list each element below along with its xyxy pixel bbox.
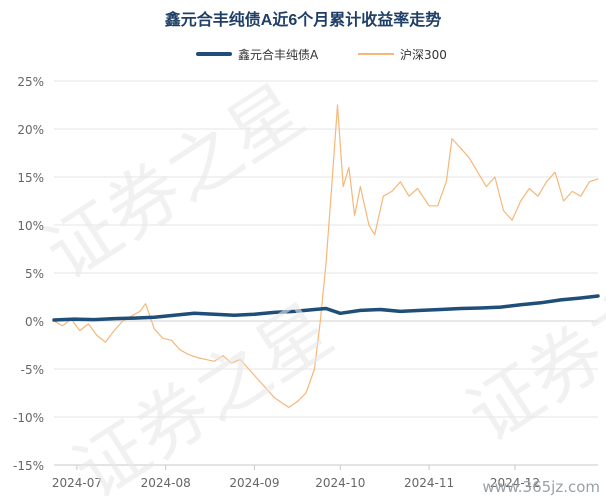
legend-label-fund: 鑫元合丰纯债A bbox=[238, 47, 319, 62]
y-tick-label: -10% bbox=[13, 411, 44, 425]
x-tick-label: 2024-09 bbox=[229, 476, 279, 490]
y-tick-label: 10% bbox=[17, 219, 44, 233]
y-tick-label: 0% bbox=[25, 315, 44, 329]
x-tick-label: 2024-11 bbox=[404, 476, 454, 490]
legend-swatch-fund bbox=[196, 52, 232, 56]
legend-label-hs300: 沪深300 bbox=[400, 47, 447, 62]
y-tick-label: 5% bbox=[25, 267, 44, 281]
x-tick-label: 2024-07 bbox=[52, 476, 102, 490]
y-tick-label: 15% bbox=[17, 171, 44, 185]
legend-item-hs300[interactable]: 沪深300 bbox=[358, 44, 447, 64]
legend: 鑫元合丰纯债A 沪深300 bbox=[0, 44, 606, 64]
site-watermark: www.365jz.com bbox=[482, 478, 600, 496]
legend-swatch-hs300 bbox=[358, 53, 394, 55]
x-tick-label: 2024-12 bbox=[490, 476, 540, 490]
series-line-hs300 bbox=[53, 104, 599, 408]
y-tick-label: -5% bbox=[21, 363, 44, 377]
x-tick-label: 2024-10 bbox=[315, 476, 365, 490]
legend-item-fund[interactable]: 鑫元合丰纯债A bbox=[196, 44, 318, 64]
y-tick-label: -15% bbox=[13, 459, 44, 473]
x-tick-label: 2024-08 bbox=[141, 476, 191, 490]
y-tick-label: 20% bbox=[17, 123, 44, 137]
series-line-fund bbox=[52, 294, 600, 322]
y-tick-label: 25% bbox=[17, 75, 44, 89]
chart-title: 鑫元合丰纯债A近6个月累计收益率走势 bbox=[164, 12, 442, 29]
